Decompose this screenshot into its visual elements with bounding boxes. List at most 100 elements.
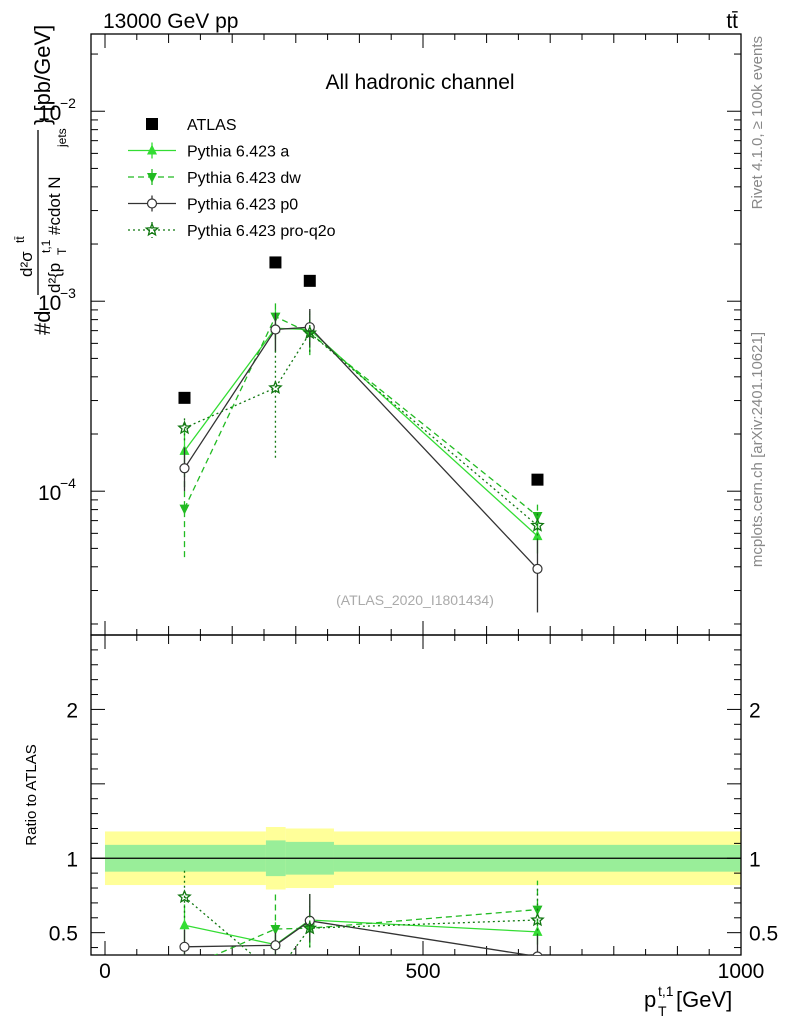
ylabel-denominator-tail: #cdot N (45, 176, 64, 235)
data-point-atlas-1 (269, 256, 282, 269)
data-point-pythia-6-423-pro-q2o-2 (302, 325, 318, 340)
y-tick-label-exp: −4 (60, 475, 76, 491)
legend-entry-pythia-6-423-p0: Pythia 6.423 p0 (128, 195, 298, 214)
ylabel-denominator-sub: T (55, 247, 69, 255)
ratio-point-pythia-6-423-pro-q2o-2 (302, 920, 318, 935)
ylabel-numerator: d²σ (17, 251, 36, 277)
ratio-line-pythia-6-423-pro-q2o (184, 896, 538, 955)
ylabel-numerator-sup: tt̄ (13, 236, 27, 243)
ratio-uncertainty-bands (91, 827, 741, 890)
ratio-tick-labels: 0.5 0.5 1 1 2 2 0 500 1000 (49, 699, 778, 983)
data-point-pythia-6-423-pro-q2o-3 (530, 517, 545, 532)
ratio-y-tick-label-right-2: 2 (749, 699, 761, 722)
main-y-axis-label: #d d²σ tt̄ d²{p T t,1 #cdot N jets } [pb… (13, 25, 69, 335)
data-point-pythia-6-423-pro-q2o-1 (268, 380, 283, 395)
data-point-atlas-2 (303, 274, 316, 287)
y-tick-label-2: 10−2 (38, 95, 76, 125)
ratio-point-pythia-6-423-a-3 (532, 925, 543, 936)
legend-entry-atlas: ATLAS (146, 117, 237, 134)
ratio-series-layer (177, 870, 545, 979)
ratio-y-axis-label: Ratio to ATLAS (23, 744, 40, 845)
series-pythia-6-423-pro-q2o (177, 316, 545, 541)
ratio-line-pythia-6-423-dw (213, 908, 538, 955)
main-y-tick-labels: 10−410−310−2 (38, 95, 76, 505)
legend-entry-pythia-6-423-dw: Pythia 6.423 dw (128, 169, 301, 187)
y-tick-label-base: 10 (38, 292, 61, 315)
series-pythia-6-423-p0 (179, 308, 543, 613)
ylabel-unit: } [pb/GeV] (30, 25, 55, 125)
ratio-series-pythia-6-423-pro-q2o (177, 870, 545, 979)
rivet-version-label: Rivet 4.1.0, ≥ 100k events (749, 36, 766, 209)
axis-ticks (91, 34, 742, 955)
legend-marker-pythia-6-423-dw (147, 173, 157, 183)
series-pythia-6-423-dw (179, 301, 543, 558)
legend-label-pythia-6-423-a: Pythia 6.423 a (187, 144, 289, 161)
header-process-label: tt̄ (726, 10, 738, 33)
legend-label-pythia-6-423-dw: Pythia 6.423 dw (187, 170, 301, 187)
ratio-y-tick-label-right-0.5: 0.5 (749, 923, 778, 946)
ratio-point-pythia-6-423-dw-1 (270, 924, 281, 935)
y-tick-label-0: 10−4 (38, 475, 76, 505)
analysis-id-label: (ATLAS_2020_I1801434) (336, 592, 494, 608)
ratio-point-pythia-6-423-p0-1 (270, 940, 281, 951)
ratio-point-pythia-6-423-pro-q2o-1 (270, 968, 281, 979)
y-tick-label-base: 10 (38, 102, 61, 125)
legend-label-atlas: ATLAS (187, 117, 237, 134)
ratio-y-tick-label-left-0.5: 0.5 (49, 923, 78, 946)
data-point-pythia-6-423-p0-0 (179, 463, 190, 474)
series-line-pythia-6-423-a (183, 327, 538, 537)
y-tick-label-base: 10 (38, 482, 61, 505)
ratio-point-pythia-6-423-p0-0 (179, 941, 190, 952)
chart-title: All hadronic channel (325, 71, 514, 94)
data-point-pythia-6-423-dw-0 (179, 504, 190, 515)
legend-label-pythia-6-423-pro-q2o: Pythia 6.423 pro-q2o (187, 223, 336, 240)
ratio-y-tick-label-left-2: 2 (66, 699, 78, 722)
mcplots-source-label: mcplots.cern.ch [arXiv:2401.10621] (749, 332, 766, 567)
header-energy-label: 13000 GeV pp (103, 10, 238, 33)
ratio-point-pythia-6-423-dw-0 (179, 964, 189, 974)
y-tick-label-exp: −3 (60, 285, 76, 301)
x-tick-label-500: 500 (405, 960, 440, 983)
legend-label-pythia-6-423-p0: Pythia 6.423 p0 (187, 197, 298, 214)
ratio-point-pythia-6-423-pro-q2o-3 (530, 912, 545, 927)
legend: ATLAS Pythia 6.423 a Pythia 6.423 dw Pythia… (128, 117, 336, 240)
ratio-point-pythia-6-423-p0-3 (532, 951, 543, 955)
data-point-atlas-3 (531, 473, 544, 486)
xlabel-sub: T (658, 1003, 667, 1019)
series-atlas (178, 256, 544, 486)
xlabel-p: p (644, 987, 656, 1012)
ylabel-denominator: d²{p (45, 263, 64, 293)
ratio-plot-frame (90, 634, 742, 956)
ratio-point-pythia-6-423-a-0 (179, 919, 190, 930)
main-series-layer (177, 256, 545, 613)
series-line-pythia-6-423-p0 (183, 326, 538, 570)
series-line-pythia-6-423-dw (183, 315, 538, 517)
x-tick-label-0: 0 (99, 960, 111, 983)
ratio-series-pythia-6-423-dw (179, 880, 543, 974)
x-axis-label: p T t,1 [GeV] (644, 983, 732, 1019)
ratio-line-pythia-6-423-p0 (184, 920, 533, 955)
ratio-y-tick-label-right-1: 1 (749, 848, 761, 871)
data-point-atlas-0 (178, 391, 191, 404)
ratio-series-pythia-6-423-p0 (179, 893, 543, 955)
ylabel-lead: #d (30, 311, 55, 335)
legend-marker-pythia-6-423-pro-q2o (144, 222, 160, 237)
y-tick-label-exp: −2 (60, 95, 76, 111)
y-tick-label-1: 10−3 (38, 285, 76, 315)
legend-entry-pythia-6-423-pro-q2o: Pythia 6.423 pro-q2o (128, 222, 336, 240)
xlabel-sup: t,1 (658, 983, 674, 999)
data-point-pythia-6-423-p0-3 (532, 563, 543, 574)
x-tick-label-1000: 1000 (718, 960, 765, 983)
series-line-pythia-6-423-pro-q2o (184, 332, 538, 526)
data-point-pythia-6-423-pro-q2o-0 (177, 420, 192, 435)
ratio-point-pythia-6-423-pro-q2o-0 (177, 889, 192, 904)
ylabel-denominator-tail-sub: jets (55, 128, 69, 148)
xlabel-unit: [GeV] (676, 987, 732, 1012)
legend-marker-pythia-6-423-p0 (146, 198, 158, 209)
legend-marker-pythia-6-423-a (147, 144, 157, 155)
data-point-pythia-6-423-dw-3 (532, 512, 543, 523)
data-point-pythia-6-423-p0-1 (270, 324, 281, 335)
legend-entry-pythia-6-423-a: Pythia 6.423 a (128, 142, 289, 161)
legend-marker-atlas (146, 118, 158, 130)
